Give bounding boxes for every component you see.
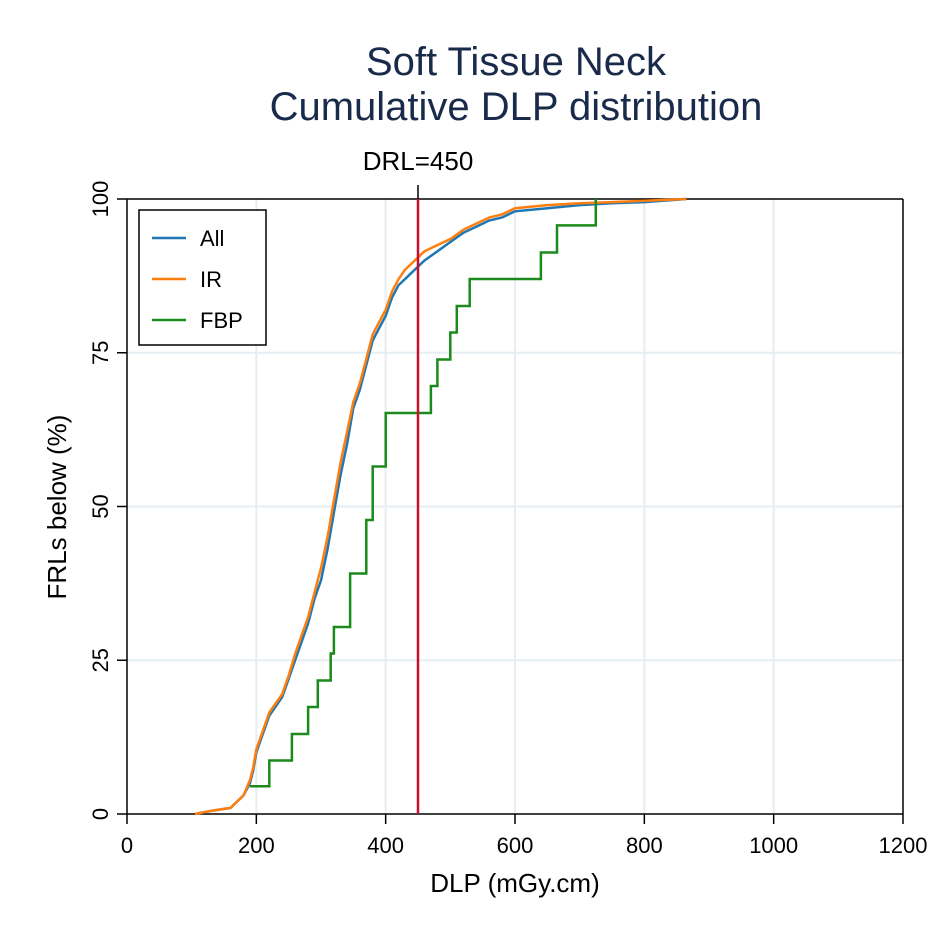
x-tick-label: 600 xyxy=(497,833,534,858)
legend-box xyxy=(138,209,267,346)
chart-subtitle: Cumulative DLP distribution xyxy=(270,85,763,129)
legend-label-ir: IR xyxy=(200,267,222,292)
y-axis-label: FRLs below (%) xyxy=(42,415,72,600)
x-axis-label: DLP (mGy.cm) xyxy=(430,868,599,898)
drl-label: DRL=450 xyxy=(363,146,474,176)
x-tick-label: 0 xyxy=(121,833,133,858)
y-tick-label: 100 xyxy=(88,181,113,218)
y-tick-label: 0 xyxy=(88,808,113,820)
chart-title: Soft Tissue Neck xyxy=(366,40,667,84)
x-tick-label: 1200 xyxy=(879,833,928,858)
legend-label-all: All xyxy=(200,226,224,251)
legend-label-fbp: FBP xyxy=(200,308,243,333)
x-tick-label: 400 xyxy=(367,833,404,858)
series-group xyxy=(194,197,687,816)
x-tick-label: 800 xyxy=(626,833,663,858)
y-tick-label: 25 xyxy=(88,648,113,672)
grid-lines xyxy=(127,199,903,814)
y-tick-label: 75 xyxy=(88,341,113,365)
x-tick-label: 200 xyxy=(238,833,275,858)
series-line-fbp xyxy=(249,199,598,788)
series-line-ir xyxy=(194,197,687,816)
axis-ticks: 0 200 400 600 800 1000 1200 0 25 50 75 100 xyxy=(88,181,927,858)
x-tick-label: 1000 xyxy=(749,833,798,858)
y-tick-label: 50 xyxy=(88,494,113,518)
legend: All IR FBP xyxy=(138,209,267,346)
